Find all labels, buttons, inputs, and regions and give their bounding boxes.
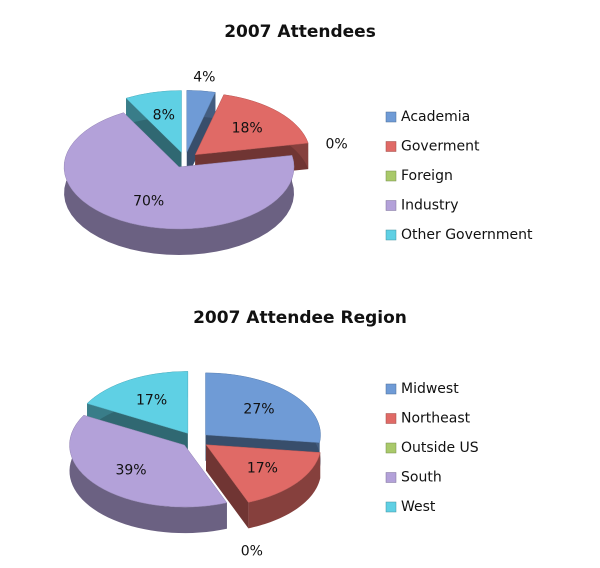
legend-swatch bbox=[385, 501, 397, 513]
pie-tops bbox=[69, 371, 321, 508]
legend-swatch bbox=[385, 472, 397, 483]
chart-title: 2007 Attendee Region bbox=[193, 308, 407, 328]
pie-chart: 2007 Attendee Region 27% 17% 0% 39% 17% Midwes… bbox=[69, 308, 479, 559]
data-label: 18% bbox=[232, 120, 263, 136]
legend-swatch bbox=[385, 111, 397, 123]
slice bbox=[63, 112, 295, 230]
chart-title: 2007 Attendees bbox=[224, 22, 376, 42]
legend-label: Outside US bbox=[401, 440, 479, 456]
slice bbox=[205, 444, 321, 503]
legend-swatch bbox=[385, 413, 397, 424]
data-label: 27% bbox=[243, 401, 274, 417]
slice bbox=[69, 414, 228, 508]
pie-chart: 2007 Attendees 4% 18% 0% 70% 8% Academia Goverm… bbox=[63, 22, 533, 255]
legend-swatch bbox=[385, 141, 397, 152]
legend-label: Academia bbox=[401, 109, 470, 125]
slice bbox=[194, 94, 309, 156]
legend-label: Industry bbox=[401, 198, 459, 214]
data-label: 0% bbox=[325, 136, 347, 152]
legend-label: Other Government bbox=[401, 227, 533, 243]
legend-label: West bbox=[401, 499, 436, 515]
legend-label: South bbox=[401, 470, 442, 486]
data-label: 17% bbox=[247, 460, 278, 476]
pie-tops bbox=[63, 90, 309, 230]
legend-swatch bbox=[385, 229, 397, 241]
legend-swatch bbox=[385, 383, 397, 395]
legend-label: Foreign bbox=[401, 168, 453, 184]
legend-label: Midwest bbox=[401, 381, 459, 397]
legend-swatch bbox=[385, 170, 397, 182]
legend-swatch bbox=[385, 200, 397, 211]
data-label: 8% bbox=[153, 107, 175, 123]
legend-label: Goverment bbox=[401, 139, 480, 155]
slice bbox=[86, 371, 189, 434]
slice bbox=[186, 90, 216, 153]
slice-side bbox=[69, 415, 227, 534]
data-label: 39% bbox=[115, 463, 146, 479]
data-label: 0% bbox=[241, 543, 263, 559]
legend-label: Northeast bbox=[401, 411, 471, 427]
data-label: 70% bbox=[133, 194, 164, 210]
slice bbox=[125, 90, 182, 154]
data-label: 4% bbox=[193, 69, 215, 85]
legend-swatch bbox=[385, 442, 397, 454]
slice bbox=[205, 372, 321, 443]
data-label: 17% bbox=[136, 392, 167, 408]
slice-cut bbox=[206, 444, 249, 529]
